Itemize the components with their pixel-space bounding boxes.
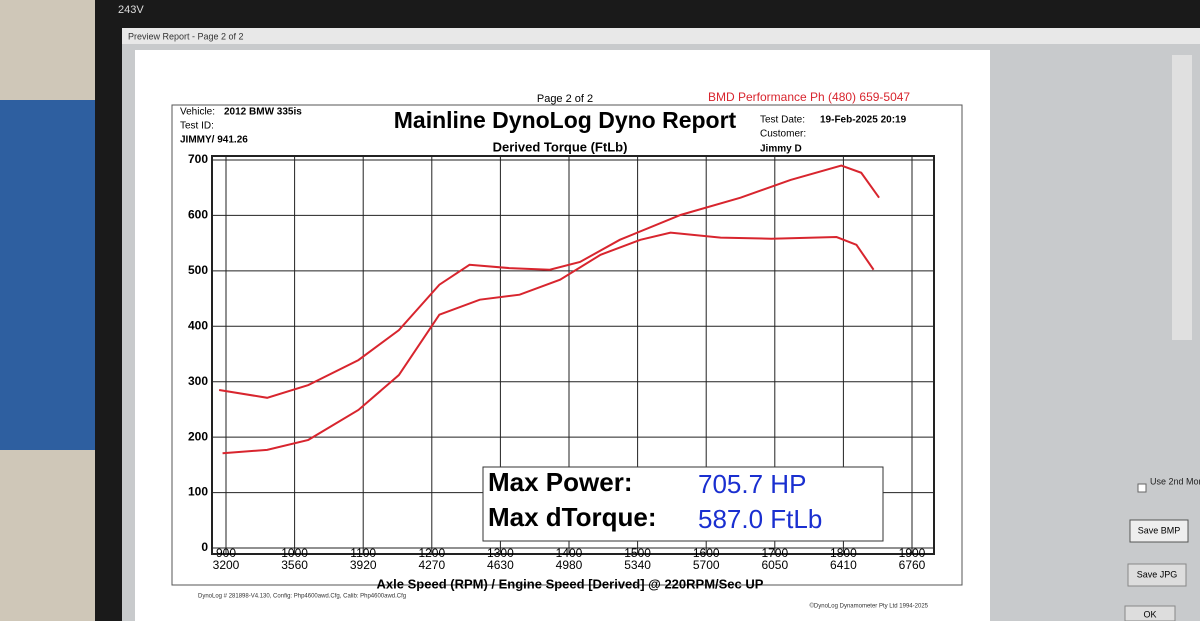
checkbox-label: Use 2nd Monitor	[1150, 476, 1200, 486]
y-tick-label: 400	[188, 318, 208, 332]
torque-value: 587.0 FtLb	[698, 504, 822, 534]
x2-tick-label: 3920	[350, 558, 377, 572]
power-label: Max Power:	[488, 467, 633, 497]
test-id: JIMMY/ 941.26	[180, 135, 248, 146]
y-tick-label: 700	[188, 152, 208, 166]
company: BMD Performance Ph (480) 659-5047	[708, 90, 910, 104]
x2-tick-label: 4980	[556, 558, 583, 572]
y-tick-label: 0	[201, 540, 208, 554]
vehicle-label: Vehicle:	[180, 107, 215, 118]
vehicle: 2012 BMW 335is	[224, 107, 302, 118]
report-frame	[171, 104, 963, 586]
button[interactable]	[1127, 563, 1187, 587]
y-tick-label: 300	[188, 374, 208, 388]
customer: Jimmy D	[760, 144, 802, 155]
button-label: Save BMP	[1138, 525, 1181, 535]
title-bar	[122, 28, 1200, 44]
y-tick-label: 100	[188, 485, 208, 499]
button-label: OK	[1143, 609, 1156, 619]
taskbar-label: 243V	[118, 4, 144, 16]
summary-box	[482, 466, 884, 542]
chart-title: Mainline DynoLog Dyno Report	[394, 107, 737, 133]
power-value: 705.7 HP	[698, 469, 806, 499]
scrollbar[interactable]	[1172, 55, 1192, 340]
x2-tick-label: 6760	[899, 558, 926, 572]
x2-tick-label: 3200	[213, 558, 240, 572]
y-tick-label: 600	[188, 208, 208, 222]
x2-tick-label: 5340	[624, 558, 651, 572]
y-tick-label: 200	[188, 429, 208, 443]
x-axis-label: Axle Speed (RPM) / Engine Speed [Derived…	[377, 576, 764, 591]
torque-label: Max dTorque:	[488, 502, 657, 532]
page-number: Page 2 of 2	[537, 93, 593, 105]
test-date: 19-Feb-2025 20:19	[820, 115, 907, 126]
test-date-label: Test Date:	[760, 115, 805, 126]
footer-left: DynoLog # 281898-V4.130, Config: Php4600…	[198, 594, 406, 600]
x2-tick-label: 4270	[418, 558, 445, 572]
torque-curve	[218, 164, 880, 399]
wall-blue	[0, 100, 100, 450]
footer-right: ©DynoLog Dynamometer Pty Ltd 1994-2025	[810, 603, 929, 610]
button-label: Save JPG	[1137, 569, 1178, 579]
button[interactable]	[1129, 519, 1189, 543]
customer-label: Customer:	[760, 129, 806, 140]
checkbox[interactable]	[1137, 483, 1147, 493]
chart-subtitle: Derived Torque (FtLb)	[493, 139, 628, 154]
y-tick-label: 500	[188, 263, 208, 277]
x2-tick-label: 3560	[281, 558, 308, 572]
window-title: Preview Report - Page 2 of 2	[128, 31, 244, 41]
test-id-label: Test ID:	[180, 121, 214, 132]
torque-curve	[222, 231, 875, 455]
x2-tick-label: 6050	[761, 558, 788, 572]
x2-tick-label: 5700	[693, 558, 720, 572]
x2-tick-label: 4630	[487, 558, 514, 572]
x2-tick-label: 6410	[830, 558, 857, 572]
